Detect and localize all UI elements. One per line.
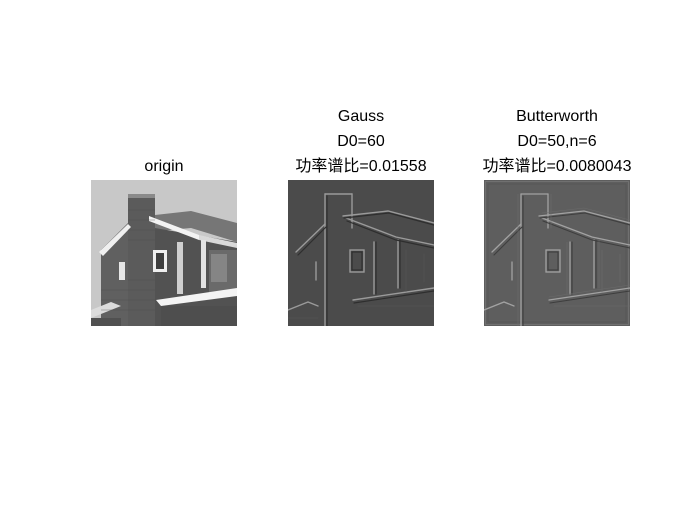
butterworth-filtered-image (484, 180, 630, 326)
butterworth-title: Butterworth D0=50,n=6 功率谱比=0.0080043 (447, 104, 667, 179)
gauss-title-line-2: D0=60 (337, 133, 385, 150)
origin-title-line-1: origin (144, 158, 184, 175)
gauss-image (288, 180, 434, 326)
gauss-title: Gauss D0=60 功率谱比=0.01558 (251, 104, 471, 179)
butterworth-title-line-1: Butterworth (516, 108, 598, 125)
butterworth-title-line-3: 功率谱比=0.0080043 (482, 158, 632, 175)
origin-image (91, 180, 237, 326)
origin-title: origin (54, 154, 274, 179)
gauss-title-line-1: Gauss (337, 108, 385, 125)
butterworth-title-line-2: D0=50,n=6 (517, 133, 597, 150)
gauss-title-line-3: 功率谱比=0.01558 (295, 158, 427, 175)
gauss-filtered-image (288, 180, 434, 326)
butterworth-image (484, 180, 630, 326)
origin-house-image (91, 180, 237, 326)
